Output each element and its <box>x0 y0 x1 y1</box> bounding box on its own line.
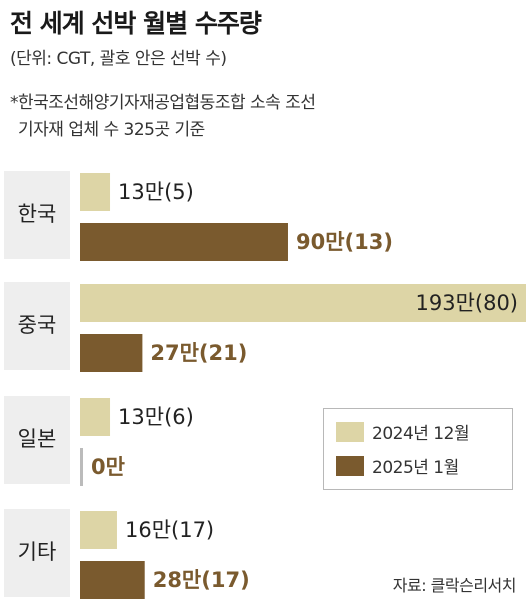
data-label-1-1: 27만(21) <box>150 341 247 365</box>
category-label-0: 한국 <box>18 202 57 226</box>
chart-subtitle: (단위: CGT, 괄호 안은 선박 수) <box>10 49 227 69</box>
legend-item-2024-12: 2024년 12월 <box>336 419 470 444</box>
legend-swatch-2024-12 <box>336 421 364 442</box>
data-label-1-0: 193만(80) <box>415 291 518 315</box>
data-label-0-0: 13만(5) <box>118 180 194 204</box>
bar-1-0 <box>80 284 526 322</box>
legend-swatch-2025-01 <box>336 455 364 476</box>
data-label-0-1: 90만(13) <box>296 230 393 254</box>
bar-1-1 <box>80 334 143 372</box>
legend-label-2024-12: 2024년 12월 <box>372 424 470 444</box>
chart-title: 전 세계 선박 월별 수주량 <box>10 9 262 38</box>
category-background-1 <box>4 282 70 370</box>
bar-2-1 <box>80 448 83 486</box>
bar-2-0 <box>80 398 111 436</box>
category-label-1: 중국 <box>18 313 57 337</box>
category-background-2 <box>4 396 70 484</box>
data-label-2-0: 13만(6) <box>118 405 194 429</box>
bar-0-0 <box>80 173 111 211</box>
chart-source: 자료: 클락슨리서치 <box>392 576 517 595</box>
chart-legend: 2024년 12월 2025년 1월 <box>323 408 513 490</box>
legend-label-2025-01: 2025년 1월 <box>372 458 459 478</box>
bar-3-1 <box>80 561 145 599</box>
category-background-3 <box>4 509 70 597</box>
data-label-3-1: 28만(17) <box>153 568 250 592</box>
chart-note: *한국조선해양기자재공업협동조합 소속 조선 기자재 업체 수 325곳 기준 <box>10 90 316 144</box>
bar-0-1 <box>80 223 288 261</box>
category-label-3: 기타 <box>18 540 57 564</box>
data-label-3-0: 16만(17) <box>125 518 214 542</box>
category-label-2: 일본 <box>18 427 57 451</box>
legend-item-2025-01: 2025년 1월 <box>336 453 459 478</box>
category-background-0 <box>4 171 70 259</box>
bar-3-0 <box>80 511 117 549</box>
data-label-2-1: 0만 <box>91 455 125 479</box>
note-line-2: 기자재 업체 수 325곳 기준 <box>18 120 205 140</box>
note-line-1: *한국조선해양기자재공업협동조합 소속 조선 <box>10 93 316 113</box>
